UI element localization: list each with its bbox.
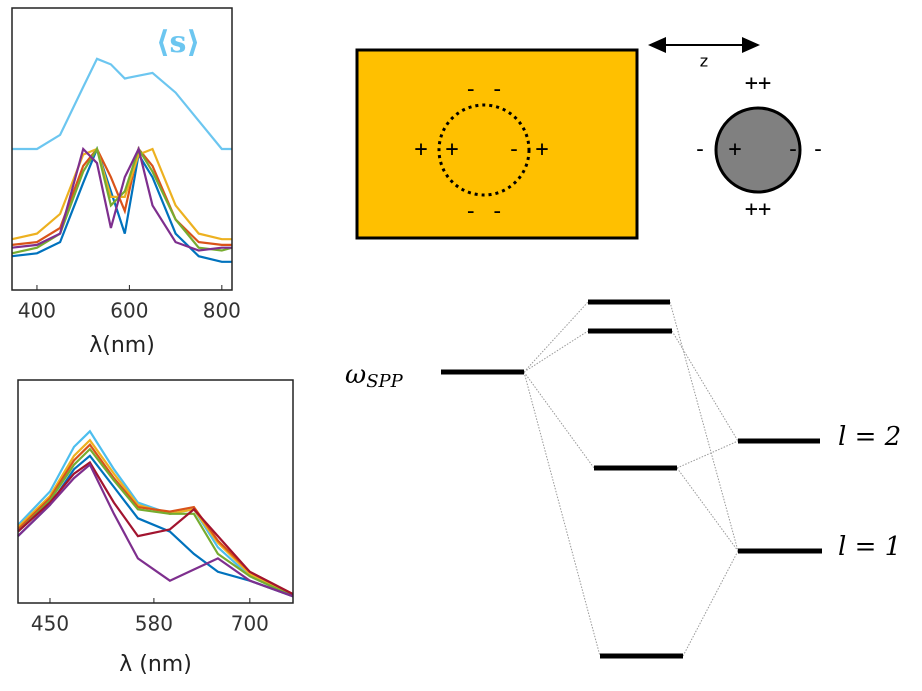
x-tick-label: 600 (110, 299, 148, 323)
charge-label: + (414, 137, 427, 162)
spectrum-line (17, 460, 294, 596)
x-tick-label: 450 (31, 612, 69, 636)
spectrum-line (11, 147, 232, 241)
spectrum-line (17, 438, 294, 596)
metal-slab (355, 48, 639, 240)
x-tick-label: 700 (231, 612, 269, 636)
charge-label: + (535, 137, 548, 162)
omega-label: ωSPP (345, 360, 404, 392)
x-tick-label: 400 (18, 299, 56, 323)
charge-label: - (507, 137, 520, 162)
x-axis-label: λ (nm) (119, 652, 192, 677)
distance-label: z (700, 52, 708, 71)
sphere (714, 106, 802, 194)
spectrum-line (17, 462, 294, 598)
image-circle (437, 103, 531, 197)
plot-frame (17, 379, 294, 604)
charge-label: - (811, 137, 824, 162)
omega: ω (345, 360, 366, 390)
energy-levels (441, 299, 822, 659)
charge-label: + (445, 137, 458, 162)
spectrum-line (12, 57, 232, 151)
charge-label: ++ (745, 71, 772, 96)
x-axis-label: λ(nm) (89, 333, 155, 358)
charge-label: - - (464, 199, 504, 224)
level-label: l = 1 (838, 532, 901, 562)
charge-label: - - (464, 77, 504, 102)
level-label: l = 2 (838, 422, 901, 452)
spectrum-line (17, 443, 294, 596)
x-tick-label: 800 (203, 299, 241, 323)
spectrum-line (11, 145, 232, 252)
spectrum-line (17, 447, 294, 598)
plot-frame (11, 7, 233, 291)
spectrum-line (17, 429, 294, 598)
spectrum-line (17, 454, 294, 598)
charge-label: + (728, 137, 741, 162)
charge-label: - (693, 137, 706, 162)
charge-label: - (786, 137, 799, 162)
series-annotation: ⟨s⟩ (156, 25, 200, 60)
spectrum-line (11, 146, 232, 246)
x-tick-label: 580 (135, 612, 173, 636)
omega-sub: SPP (366, 371, 403, 392)
spectrum-line (11, 145, 232, 263)
charge-label: ++ (745, 197, 772, 222)
